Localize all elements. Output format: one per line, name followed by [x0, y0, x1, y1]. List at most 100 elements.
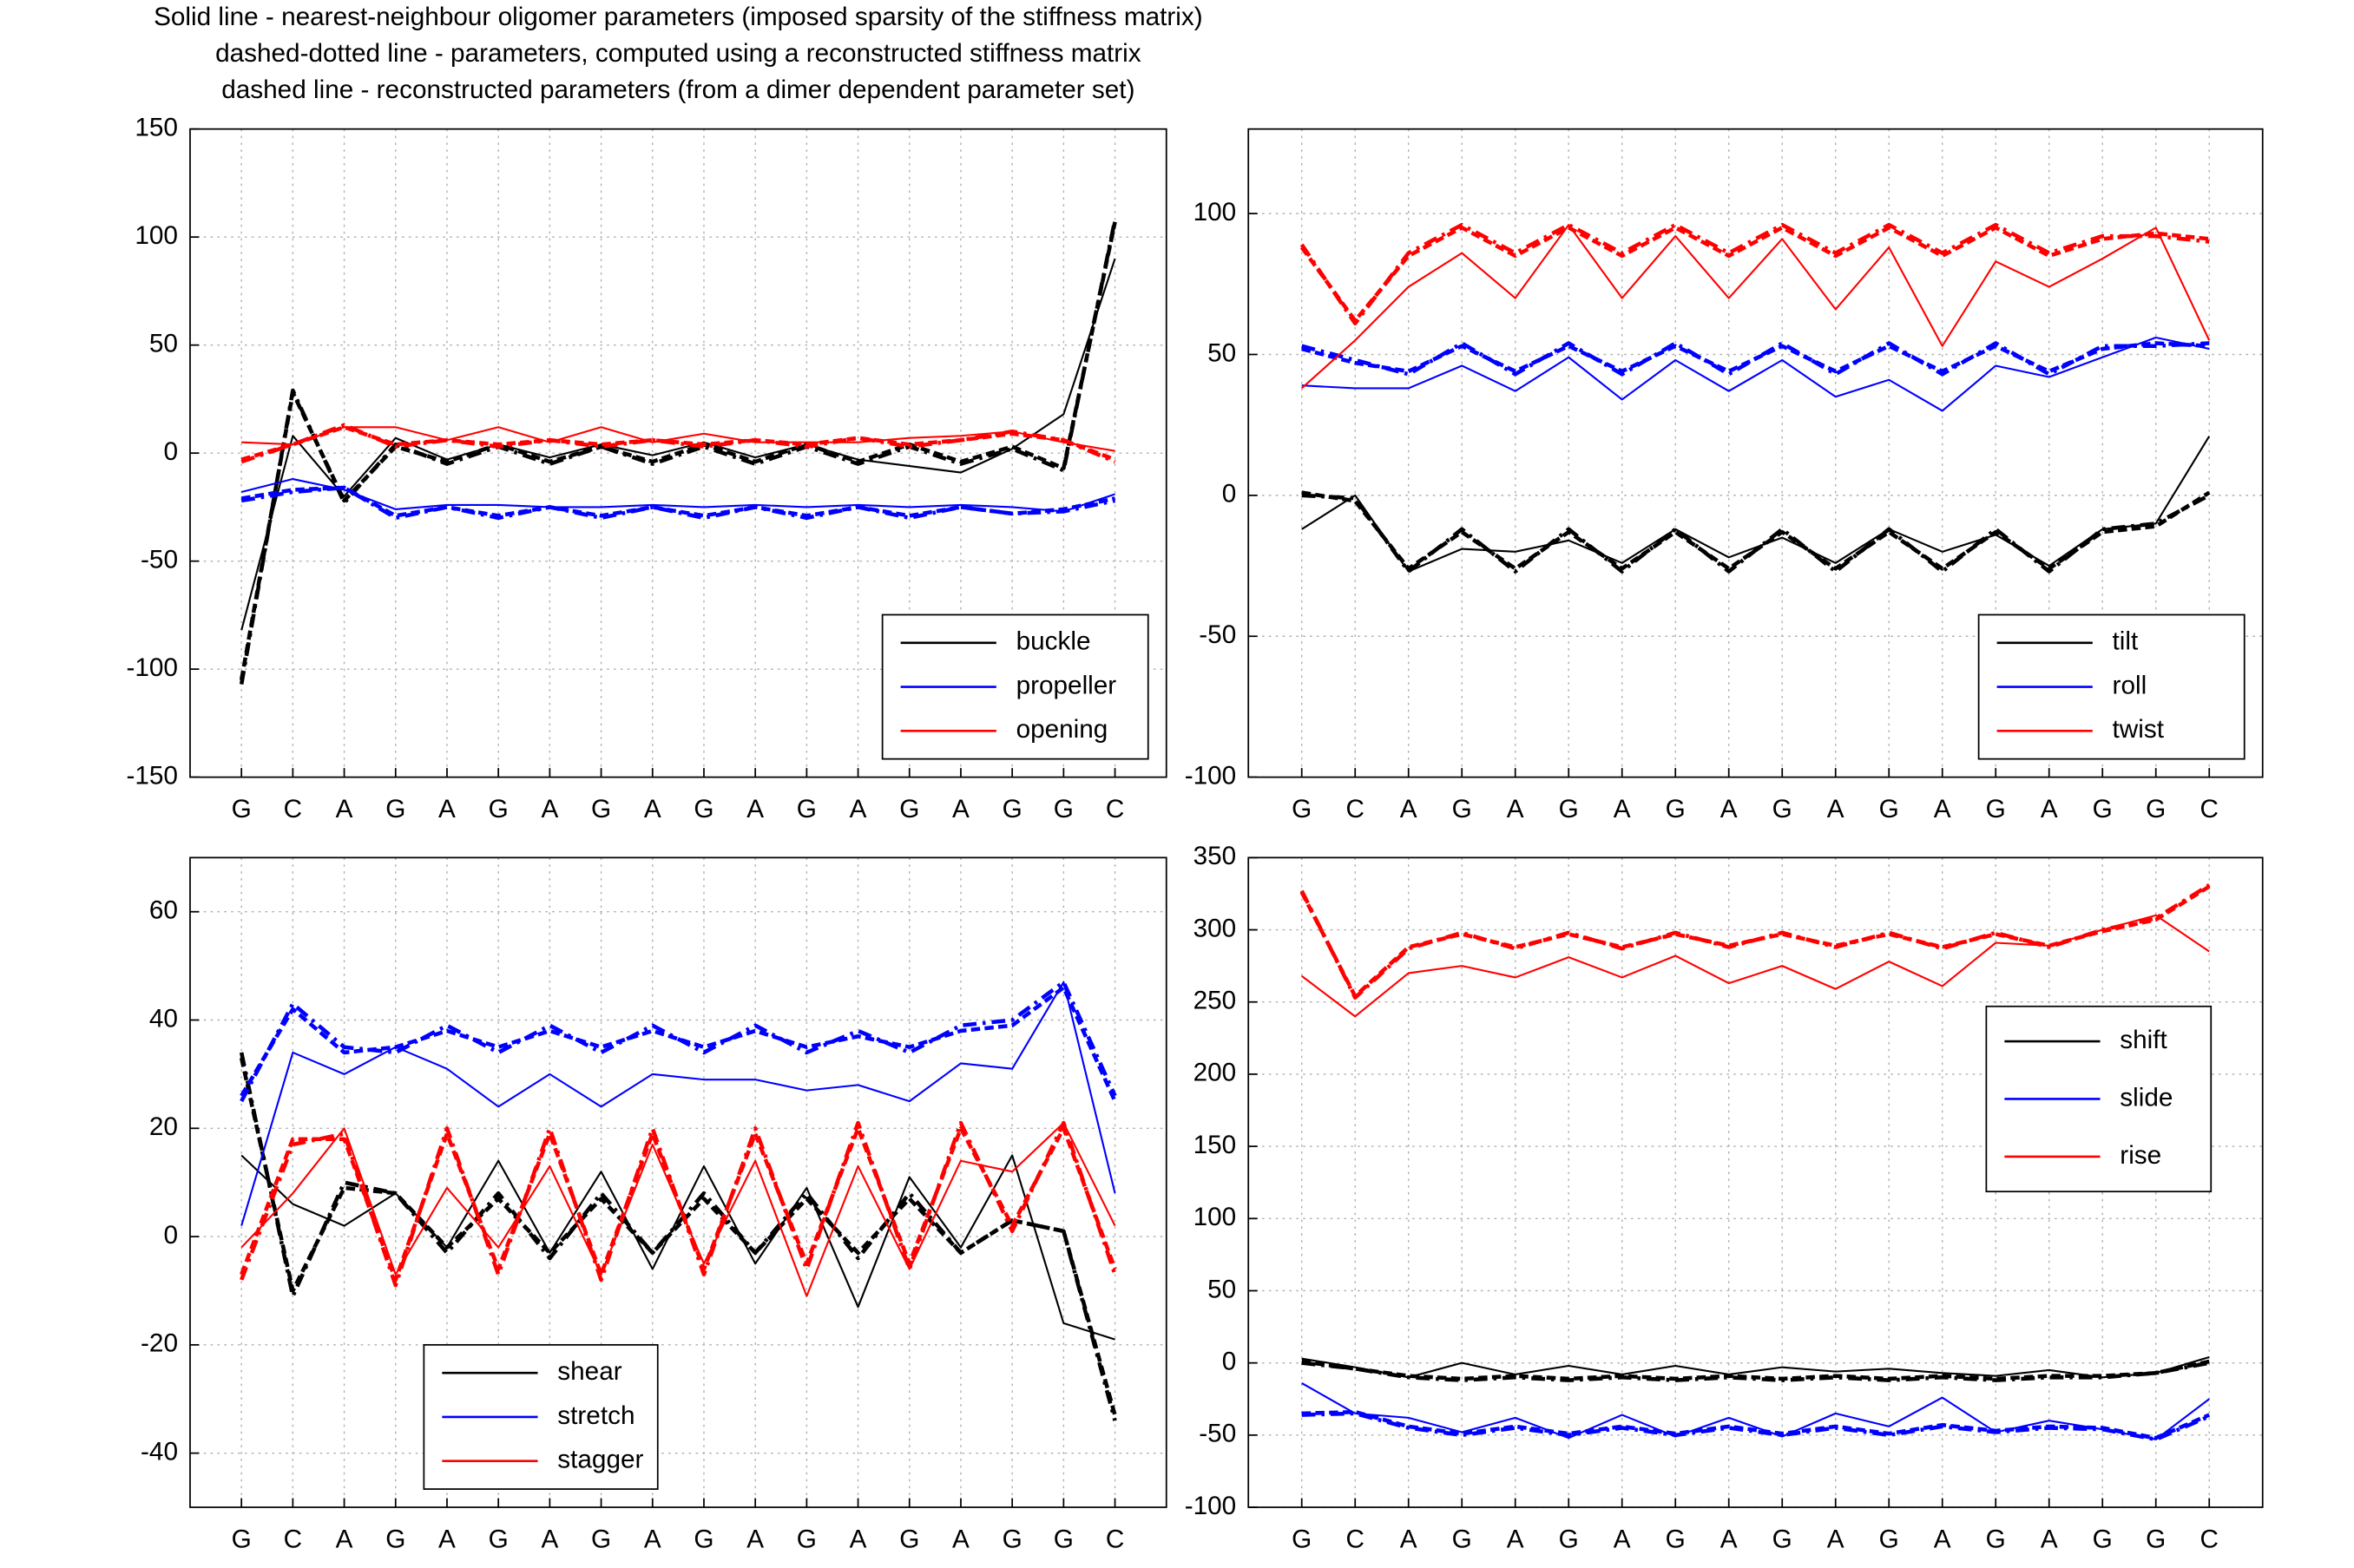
x-tick-label: A: [1827, 795, 1844, 823]
legend-label: roll: [2113, 671, 2147, 699]
x-tick-label: G: [1054, 1525, 1074, 1553]
x-tick-label: A: [952, 1525, 970, 1553]
series-line: [241, 426, 1115, 452]
y-tick-label: -100: [126, 653, 177, 682]
series-line: [240, 985, 1117, 1103]
x-tick-label: G: [2146, 1525, 2166, 1553]
x-tick-label: G: [1292, 795, 1312, 823]
y-tick-label: 350: [1193, 842, 1237, 870]
y-tick-label: 100: [1193, 1203, 1237, 1231]
chart-title: Solid line - nearest-neighbour oligomer …: [154, 3, 1203, 31]
series-line: [240, 485, 1116, 518]
x-tick-label: A: [746, 795, 764, 823]
series-line: [240, 1154, 1115, 1341]
series-line: [240, 425, 1116, 462]
y-tick-label: 150: [135, 114, 178, 142]
chart-title: dashed-dotted line - parameters, compute…: [215, 39, 1141, 68]
x-tick-label: C: [2199, 1525, 2218, 1553]
x-tick-label: A: [2041, 1525, 2058, 1553]
y-tick-label: -50: [1199, 620, 1236, 649]
legend-label: twist: [2113, 715, 2165, 744]
axes-frame: [189, 856, 1167, 1508]
y-tick-label: 50: [1207, 338, 1236, 367]
legend-label: slide: [2120, 1083, 2173, 1112]
legend-label: buckle: [1016, 627, 1091, 656]
x-tick-label: A: [644, 795, 661, 823]
x-tick-label: G: [694, 1525, 713, 1553]
x-tick-label: A: [438, 1525, 456, 1553]
legend-label: tilt: [2113, 627, 2139, 656]
x-tick-label: A: [1614, 795, 1631, 823]
x-tick-label: G: [385, 1525, 405, 1553]
x-tick-label: G: [1772, 795, 1792, 823]
x-tick-label: A: [1827, 1525, 1844, 1553]
x-tick-label: G: [1003, 1525, 1022, 1553]
y-tick-label: 300: [1193, 914, 1237, 942]
x-tick-label: C: [2199, 795, 2218, 823]
x-tick-label: A: [850, 795, 867, 823]
x-tick-label: G: [489, 795, 509, 823]
legend-label: shift: [2120, 1026, 2167, 1054]
x-tick-label: C: [1106, 795, 1124, 823]
legend-label: stagger: [557, 1446, 643, 1474]
series-line: [240, 980, 1117, 1103]
x-tick-label: G: [2146, 795, 2166, 823]
y-tick-label: 0: [1222, 1348, 1237, 1376]
y-tick-label: 0: [163, 1221, 178, 1250]
x-tick-label: A: [336, 795, 353, 823]
y-tick-label: -150: [126, 761, 177, 790]
x-tick-label: G: [2093, 795, 2113, 823]
x-tick-label: G: [1879, 795, 1899, 823]
x-tick-label: G: [591, 1525, 611, 1553]
axes-frame: [1247, 128, 2264, 778]
x-tick-label: A: [644, 1525, 661, 1553]
series-line: [1299, 222, 2210, 326]
x-tick-label: A: [952, 795, 970, 823]
x-tick-label: C: [1345, 1525, 1364, 1553]
series-line: [240, 477, 1115, 513]
x-tick-label: A: [541, 1525, 558, 1553]
x-tick-label: G: [232, 795, 252, 823]
series-line: [239, 219, 1117, 685]
y-tick-label: 100: [135, 221, 178, 250]
y-tick-label: 150: [1193, 1131, 1237, 1159]
x-tick-label: A: [1934, 795, 1951, 823]
x-tick-label: G: [797, 1525, 817, 1553]
chart-title: dashed line - reconstructed parameters (…: [221, 75, 1134, 104]
x-tick-label: A: [438, 795, 456, 823]
x-tick-label: G: [899, 1525, 919, 1553]
x-tick-label: G: [1452, 1525, 1472, 1553]
x-tick-label: C: [284, 1525, 302, 1553]
series-line: [1301, 1359, 2210, 1381]
x-tick-label: G: [694, 795, 713, 823]
series-line: [240, 1126, 1117, 1283]
x-tick-label: G: [1003, 795, 1022, 823]
y-tick-label: 250: [1193, 987, 1237, 1015]
axes-frame: [189, 128, 1167, 778]
x-tick-label: A: [336, 1525, 353, 1553]
x-tick-label: A: [850, 1525, 867, 1553]
x-tick-label: G: [1772, 1525, 1792, 1553]
x-tick-label: A: [1720, 1525, 1738, 1553]
x-tick-label: G: [591, 795, 611, 823]
series-line: [1301, 341, 2210, 374]
x-tick-label: A: [1400, 795, 1417, 823]
x-tick-label: G: [232, 1525, 252, 1553]
y-tick-label: 50: [149, 330, 178, 358]
x-tick-label: G: [1292, 1525, 1312, 1553]
x-tick-label: A: [541, 795, 558, 823]
x-tick-label: A: [1400, 1525, 1417, 1553]
legend-label: opening: [1016, 715, 1108, 744]
y-tick-label: -100: [1185, 1492, 1236, 1520]
legend-label: propeller: [1016, 671, 1117, 699]
axes-frame: [1247, 856, 2264, 1508]
x-tick-label: G: [1559, 795, 1579, 823]
x-tick-label: G: [489, 1525, 509, 1553]
x-tick-label: G: [899, 795, 919, 823]
series-line: [1299, 226, 2210, 323]
x-tick-label: G: [1666, 1525, 1686, 1553]
series-line: [240, 981, 1116, 1226]
series-line: [1301, 1409, 2211, 1440]
x-tick-label: G: [1559, 1525, 1579, 1553]
